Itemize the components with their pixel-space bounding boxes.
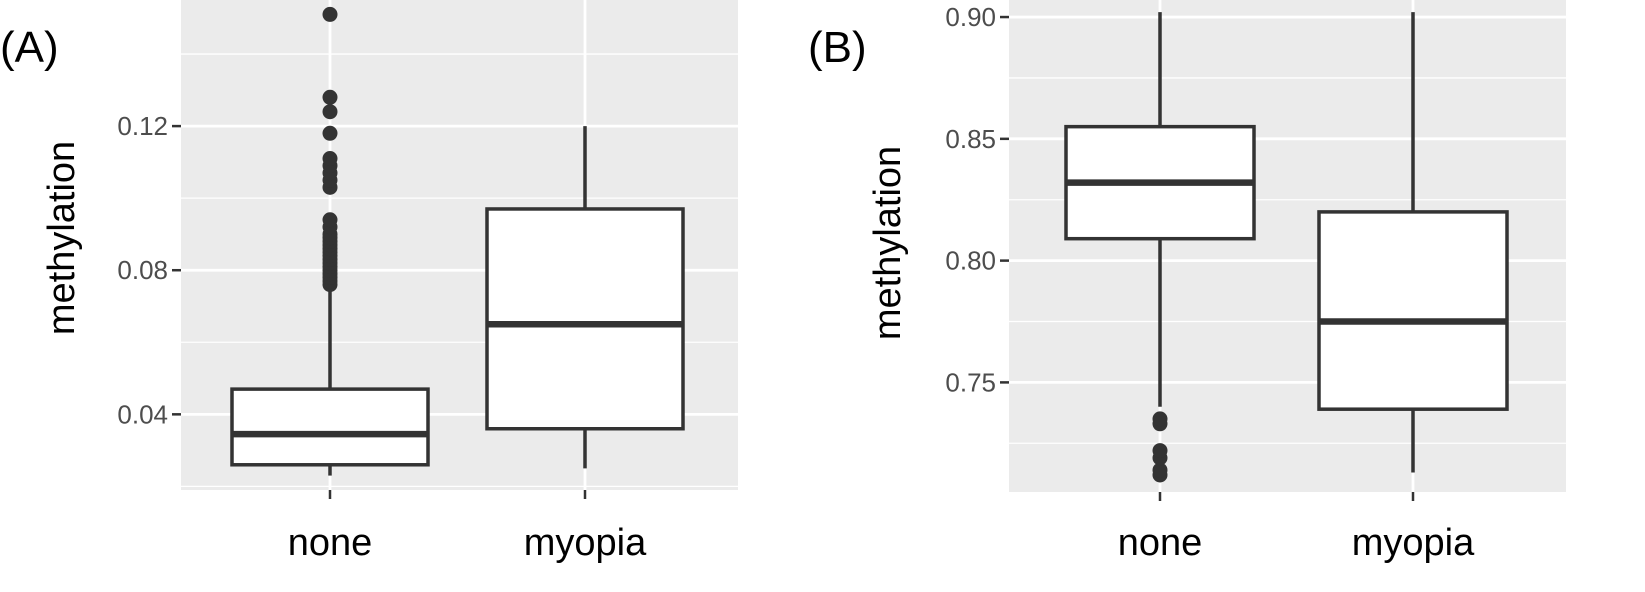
panel-b: 0.75 0.80 0.85 0.90 none myopia (B) methylat… xyxy=(808,0,1566,564)
x-tick-label: myopia xyxy=(524,522,647,564)
y-axis-label: methylation xyxy=(41,141,83,335)
y-tick-label: 0.75 xyxy=(945,367,996,397)
box-marks xyxy=(1064,12,1509,483)
y-tick-label: 0.04 xyxy=(117,399,168,429)
box-myopia xyxy=(485,207,685,431)
box-myopia xyxy=(1317,210,1509,411)
outlier-point xyxy=(322,125,338,141)
outlier-point xyxy=(1152,411,1168,427)
outlier-point xyxy=(322,6,338,22)
panel-a: 0.04 0.08 0.12 none myopia (A) methylation xyxy=(0,0,738,564)
x-tick-label: none xyxy=(1118,522,1203,564)
outlier-point xyxy=(1152,443,1168,459)
outlier-point xyxy=(322,212,338,228)
x-ticks: none myopia xyxy=(288,490,647,564)
outlier-point xyxy=(322,89,338,105)
outlier-point xyxy=(322,151,338,167)
box-marks xyxy=(230,6,685,476)
y-axis-label: methylation xyxy=(867,146,909,340)
outlier-point xyxy=(322,104,338,120)
y-ticks: 0.75 0.80 0.85 0.90 xyxy=(945,2,1009,397)
y-tick-label: 0.85 xyxy=(945,124,996,154)
box-none xyxy=(230,387,430,467)
x-ticks: none myopia xyxy=(1118,492,1475,564)
y-tick-label: 0.12 xyxy=(117,111,168,141)
outlier-point xyxy=(1152,462,1168,478)
y-tick-label: 0.80 xyxy=(945,246,996,276)
y-tick-label: 0.90 xyxy=(945,2,996,32)
x-tick-label: myopia xyxy=(1352,522,1475,564)
x-tick-label: none xyxy=(288,522,373,564)
panel-label: (B) xyxy=(808,23,867,72)
y-ticks: 0.04 0.08 0.12 xyxy=(117,111,181,429)
panel-label: (A) xyxy=(0,23,59,72)
y-tick-label: 0.08 xyxy=(117,255,168,285)
